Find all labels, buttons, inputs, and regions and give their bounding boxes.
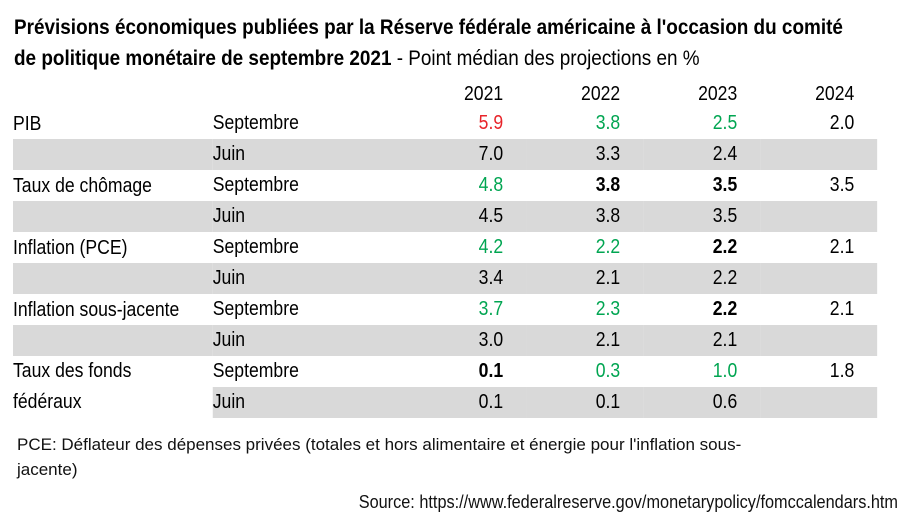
- table-row-inflation-sousjacente-juin: Juin 3.0 2.1 2.1: [13, 325, 878, 356]
- value-cell: 4.8: [478, 174, 504, 196]
- value-cell: [760, 139, 877, 170]
- value-cell: 2.1: [595, 267, 621, 289]
- value-cell: 3.8: [595, 174, 621, 196]
- indicator-label: Taux de chômage: [13, 174, 152, 197]
- value-cell: 3.0: [478, 329, 504, 351]
- year-header-row: 2021 2022 2023 2024: [13, 80, 877, 108]
- table-row-inflation-pce-juin: Juin 3.4 2.1 2.2: [13, 263, 878, 294]
- source-citation: Source: https://www.federalreserve.gov/m…: [358, 491, 898, 512]
- value-cell: 3.7: [478, 298, 504, 320]
- year-header-2023: 2023: [698, 82, 738, 105]
- period-label: Juin: [212, 205, 246, 227]
- table-row-fonds-federaux-septembre: Taux des fonds fédéraux Septembre 0.1 0.…: [13, 356, 877, 413]
- value-cell: [760, 325, 877, 356]
- value-cell: 0.6: [712, 391, 738, 413]
- table-row-pib-septembre: PIB Septembre 5.9 3.8 2.5 2.0: [13, 108, 877, 139]
- header-spacer-indicator: [13, 80, 213, 108]
- value-cell: 2.4: [712, 143, 738, 165]
- year-header-2021: 2021: [464, 82, 504, 105]
- value-cell: 2.1: [829, 298, 855, 320]
- footnote-line-2: jacente): [17, 460, 78, 479]
- value-cell: 3.4: [478, 267, 504, 289]
- projections-table-wrapper: 2021 2022 2023 2024 PIB Septembre 5.9 3.…: [13, 80, 878, 418]
- page-title: Prévisions économiques publiées par la R…: [14, 12, 901, 74]
- value-cell: 0.1: [595, 391, 621, 413]
- title-line2-bold: de politique monétaire de septembre 2021: [14, 46, 392, 70]
- year-header-2024: 2024: [815, 82, 855, 105]
- value-cell: 3.8: [595, 112, 621, 134]
- projections-table: 2021 2022 2023 2024 PIB Septembre 5.9 3.…: [13, 80, 878, 418]
- value-cell: 3.5: [712, 174, 738, 196]
- title-line-1: Prévisions économiques publiées par la R…: [14, 12, 901, 43]
- header-spacer-period: [213, 80, 409, 108]
- period-label: Juin: [212, 267, 246, 289]
- value-cell: 1.0: [712, 360, 738, 382]
- table-row-inflation-pce-septembre: Inflation (PCE) Septembre 4.2 2.2 2.2 2.…: [13, 232, 877, 263]
- period-label: Juin: [212, 391, 246, 413]
- value-cell: 2.3: [595, 298, 621, 320]
- indicator-spacer: [13, 325, 213, 356]
- indicator-label: Inflation (PCE): [13, 236, 128, 259]
- period-label: Septembre: [212, 236, 299, 258]
- value-cell: 0.1: [478, 360, 504, 382]
- value-cell: [760, 387, 877, 418]
- period-label: Septembre: [212, 298, 299, 320]
- value-cell: 3.5: [712, 205, 738, 227]
- value-cell: 2.5: [712, 112, 738, 134]
- value-cell: 0.3: [595, 360, 621, 382]
- table-row-chomage-septembre: Taux de chômage Septembre 4.8 3.8 3.5 3.…: [13, 170, 877, 201]
- period-label: Septembre: [212, 112, 299, 134]
- period-label: Septembre: [212, 174, 299, 196]
- indicator-label: Taux des fonds fédéraux: [13, 360, 132, 413]
- value-cell: 4.5: [478, 205, 504, 227]
- title-line-2: de politique monétaire de septembre 2021…: [14, 43, 901, 74]
- value-cell: 2.1: [712, 329, 738, 351]
- title-line2-subtitle: - Point médian des projections en %: [391, 46, 700, 70]
- value-cell: [760, 201, 877, 232]
- title-line1-bold: Prévisions économiques publiées par la R…: [14, 15, 843, 39]
- indicator-spacer: [13, 139, 213, 170]
- value-cell: 3.5: [829, 174, 855, 196]
- table-row-chomage-juin: Juin 4.5 3.8 3.5: [13, 201, 878, 232]
- indicator-spacer: [13, 263, 213, 294]
- table-row-inflation-sousjacente-septembre: Inflation sous-jacente Septembre 3.7 2.3…: [13, 294, 877, 325]
- value-cell: 0.1: [478, 391, 504, 413]
- indicator-label: PIB: [13, 112, 42, 135]
- value-cell: 2.2: [595, 236, 621, 258]
- value-cell: 3.3: [595, 143, 621, 165]
- table-row-pib-juin: Juin 7.0 3.3 2.4: [13, 139, 878, 170]
- value-cell: 2.0: [829, 112, 855, 134]
- value-cell: 2.1: [829, 236, 855, 258]
- value-cell: 2.2: [712, 267, 738, 289]
- indicator-label: Inflation sous-jacente: [13, 298, 180, 321]
- period-label: Juin: [212, 143, 246, 165]
- value-cell: 3.8: [595, 205, 621, 227]
- footnote-pce-definition: PCE: Déflateur des dépenses privées (tot…: [17, 432, 741, 482]
- value-cell: 2.2: [712, 236, 738, 258]
- period-label: Septembre: [212, 360, 299, 382]
- value-cell: 5.9: [478, 112, 504, 134]
- value-cell: 7.0: [478, 143, 504, 165]
- period-label: Juin: [212, 329, 246, 351]
- value-cell: 1.8: [829, 360, 855, 382]
- indicator-spacer: [13, 201, 213, 232]
- value-cell: 2.2: [712, 298, 738, 320]
- footnote-line-1: PCE: Déflateur des dépenses privées (tot…: [17, 435, 742, 454]
- value-cell: 4.2: [478, 236, 504, 258]
- year-header-2022: 2022: [581, 82, 621, 105]
- value-cell: 2.1: [595, 329, 621, 351]
- value-cell: [760, 263, 877, 294]
